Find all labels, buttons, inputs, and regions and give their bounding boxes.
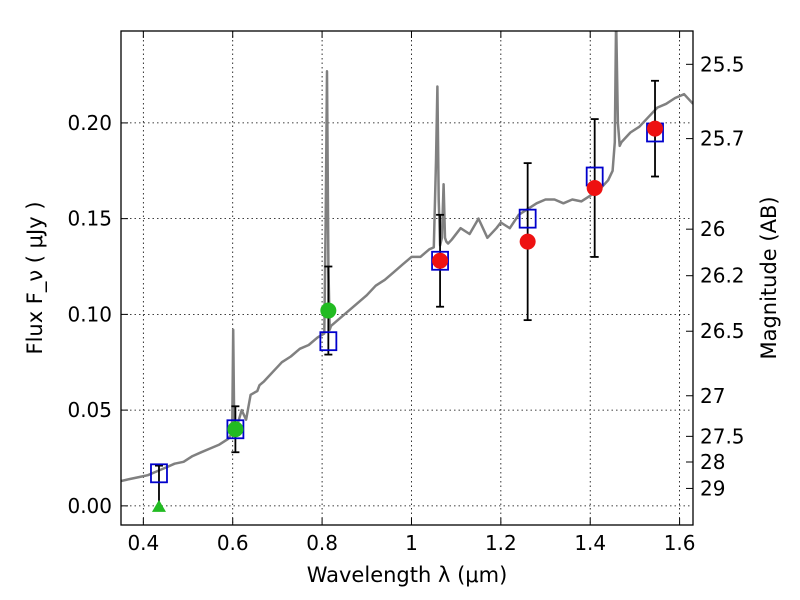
axis-ticks: 0.4 0.6 0.8 1 1.2 1.4 1.6 0.00 0.05 0.10 0.15 0.20 2… xyxy=(67,31,745,555)
model-square-marker xyxy=(518,208,537,229)
x-tick-label: 0.4 xyxy=(127,531,159,555)
y-tick-label: 0.20 xyxy=(67,111,112,135)
x-tick-label: 1.6 xyxy=(664,531,696,555)
y-tick-label: 0.00 xyxy=(67,494,112,518)
plot-frame xyxy=(120,30,694,526)
y-tick-label: 0.05 xyxy=(67,398,112,422)
observed-circle-marker xyxy=(647,120,664,137)
right-tick-label: 29 xyxy=(700,476,725,500)
x-tick-label: 1 xyxy=(405,531,418,555)
y-tick-label: 0.15 xyxy=(67,207,112,231)
clipped-data xyxy=(121,31,693,512)
observed-circle-marker xyxy=(586,180,603,197)
x-tick-label: 0.8 xyxy=(306,531,338,555)
plot-area xyxy=(121,31,693,512)
x-tick-label: 1.4 xyxy=(574,531,606,555)
observed-circle-marker xyxy=(320,302,337,319)
observed-circle-marker xyxy=(227,421,244,438)
x-tick-label: 1.2 xyxy=(485,531,517,555)
right-tick-label: 25.5 xyxy=(700,52,745,76)
observed-circle-marker xyxy=(519,233,536,250)
grid-lines xyxy=(121,31,693,525)
right-tick-label: 26.5 xyxy=(700,319,745,343)
y-tick-label: 0.10 xyxy=(67,302,112,326)
right-tick-label: 27.5 xyxy=(700,424,745,448)
right-tick-label: 27 xyxy=(700,384,725,408)
right-tick-label: 25.7 xyxy=(700,127,745,151)
x-tick-label: 0.6 xyxy=(217,531,249,555)
x-axis-label: Wavelength λ (μm) xyxy=(307,563,508,587)
right-tick-label: 26 xyxy=(700,217,725,241)
model-square-marker xyxy=(319,331,338,352)
right-axis-label: Magnitude (AB) xyxy=(757,196,781,359)
right-tick-label: 26.2 xyxy=(700,264,745,288)
model-square-marker xyxy=(150,463,168,484)
y-axis-label: Flux F_ν ( μJy ) xyxy=(23,201,48,354)
upper-limit-marker xyxy=(151,499,166,512)
observed-circle-marker xyxy=(432,252,449,269)
right-tick-label: 28 xyxy=(700,450,725,474)
